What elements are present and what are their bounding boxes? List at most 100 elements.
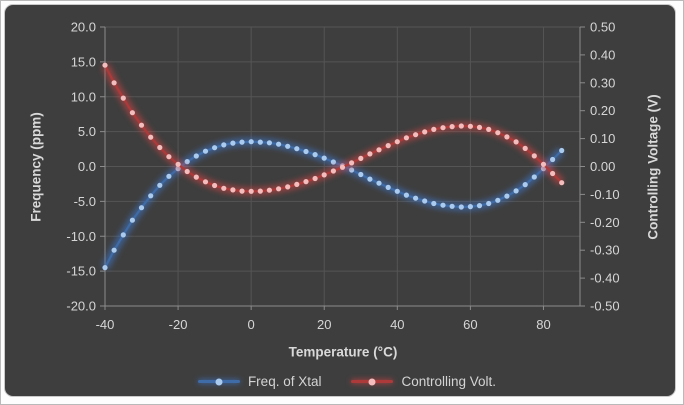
data-point-marker — [312, 175, 318, 182]
data-point-marker — [550, 156, 556, 163]
chart-container[interactable]: 20.0 15.0 10.0 5.0 0.0 -5.0 -10.0 -15.0 -20.0 0.5… — [4, 4, 676, 397]
data-point-marker — [486, 200, 492, 207]
data-point-marker — [531, 153, 537, 159]
data-point-marker — [531, 174, 537, 180]
y-left-tick-label: 20.0 — [71, 20, 96, 35]
data-point-marker — [257, 188, 263, 194]
y-left-tick-label: 10.0 — [71, 89, 96, 104]
data-point-marker — [111, 80, 117, 86]
data-point-marker — [440, 202, 446, 208]
data-point-marker — [212, 182, 218, 189]
y-right-tick-label: 0.50 — [590, 20, 615, 35]
data-point-marker — [148, 193, 154, 199]
y-left-tick-label: -20.0 — [66, 299, 96, 314]
data-point-marker — [294, 181, 300, 187]
data-point-marker — [422, 198, 428, 204]
data-point-marker — [513, 188, 519, 194]
y-left-tick-label: 15.0 — [71, 54, 96, 69]
data-point-marker — [321, 172, 327, 178]
x-tick-label: 80 — [536, 317, 550, 332]
data-point-marker — [239, 188, 245, 194]
data-point-marker — [394, 188, 400, 194]
data-point-marker — [221, 185, 227, 191]
data-point-marker — [193, 174, 199, 180]
y-right-tick-label: -0.40 — [590, 271, 620, 286]
y-right-tick-label: -0.50 — [590, 299, 620, 314]
data-point-marker — [248, 188, 254, 194]
data-point-marker — [294, 146, 300, 152]
y-right-tick-label: 0.30 — [590, 75, 615, 90]
y-left-tick-label: 5.0 — [78, 124, 96, 139]
data-point-marker — [193, 153, 199, 159]
data-point-marker — [449, 203, 455, 209]
data-point-marker — [330, 159, 336, 165]
data-point-marker — [467, 123, 473, 129]
data-point-marker — [111, 247, 117, 253]
data-point-marker — [458, 204, 464, 210]
data-point-marker — [476, 203, 483, 209]
data-point-marker — [504, 134, 510, 140]
data-point-marker — [522, 145, 528, 151]
data-point-marker — [440, 125, 446, 131]
data-point-marker — [257, 139, 263, 145]
data-point-marker — [413, 195, 419, 201]
data-point-marker — [175, 161, 181, 167]
data-point-marker — [138, 122, 145, 128]
data-point-marker — [367, 151, 373, 157]
data-point-marker — [476, 124, 483, 130]
legend-item-freq-of-xtal[interactable]: Freq. of Xtal — [197, 374, 322, 389]
data-point-marker — [431, 200, 437, 207]
data-point-marker — [449, 124, 455, 130]
data-point-marker — [266, 140, 272, 146]
data-point-marker — [166, 173, 172, 179]
x-tick-label: -20 — [169, 317, 188, 332]
y-left-tick-label: 0.0 — [78, 159, 96, 174]
data-point-marker — [504, 193, 510, 199]
data-point-marker — [522, 182, 528, 188]
data-point-marker — [330, 168, 336, 174]
plot-area: 20.0 15.0 10.0 5.0 0.0 -5.0 -10.0 -15.0 -20.0 0.5… — [66, 20, 619, 333]
data-point-marker — [376, 180, 382, 186]
data-point-marker — [367, 176, 373, 182]
x-tick-label: 40 — [390, 317, 404, 332]
data-point-marker — [339, 164, 346, 170]
data-point-marker — [312, 152, 318, 158]
data-point-marker — [303, 179, 309, 185]
data-point-marker — [495, 197, 501, 203]
line-marker-swatch-icon — [197, 378, 240, 385]
y-right-tick-label: 0.20 — [590, 103, 615, 118]
data-point-marker — [102, 265, 108, 271]
tick-labels: 20.0 15.0 10.0 5.0 0.0 -5.0 -10.0 -15.0 -20.0 0.5… — [66, 20, 619, 333]
data-point-marker — [413, 132, 419, 138]
data-point-marker — [285, 143, 291, 149]
legend-item-controlling-volt[interactable]: Controlling Volt. — [351, 374, 496, 389]
data-point-marker — [385, 184, 391, 190]
data-point-marker — [221, 142, 227, 148]
x-tick-label: 60 — [463, 317, 477, 332]
y-right-tick-label: 0.00 — [590, 159, 615, 174]
y-axis-title-right: Controlling Voltage (V) — [645, 94, 661, 240]
x-tick-label: -40 — [96, 317, 115, 332]
data-point-marker — [403, 192, 409, 198]
data-point-marker — [102, 62, 108, 68]
data-point-marker — [202, 148, 209, 154]
data-point-marker — [230, 187, 236, 193]
data-point-marker — [358, 171, 364, 178]
data-point-marker — [184, 168, 190, 175]
data-point-marker — [248, 139, 254, 145]
data-point-marker — [120, 95, 126, 101]
data-point-marker — [230, 140, 236, 146]
y-axis-title-left: Frequency (ppm) — [28, 112, 44, 222]
data-point-marker — [495, 130, 501, 136]
data-point-marker — [513, 139, 519, 145]
legend-label-freq-of-xtal: Freq. of Xtal — [247, 374, 322, 389]
y-right-tick-label: -0.20 — [590, 215, 620, 230]
data-point-marker — [276, 141, 282, 147]
data-point-marker — [303, 148, 309, 155]
data-point-marker — [202, 179, 209, 185]
data-point-marker — [148, 134, 154, 140]
data-point-marker — [403, 135, 409, 141]
series-volt[interactable] — [101, 62, 565, 196]
legend-label-controlling-volt: Controlling Volt. — [401, 374, 497, 389]
data-point-marker — [486, 126, 492, 132]
